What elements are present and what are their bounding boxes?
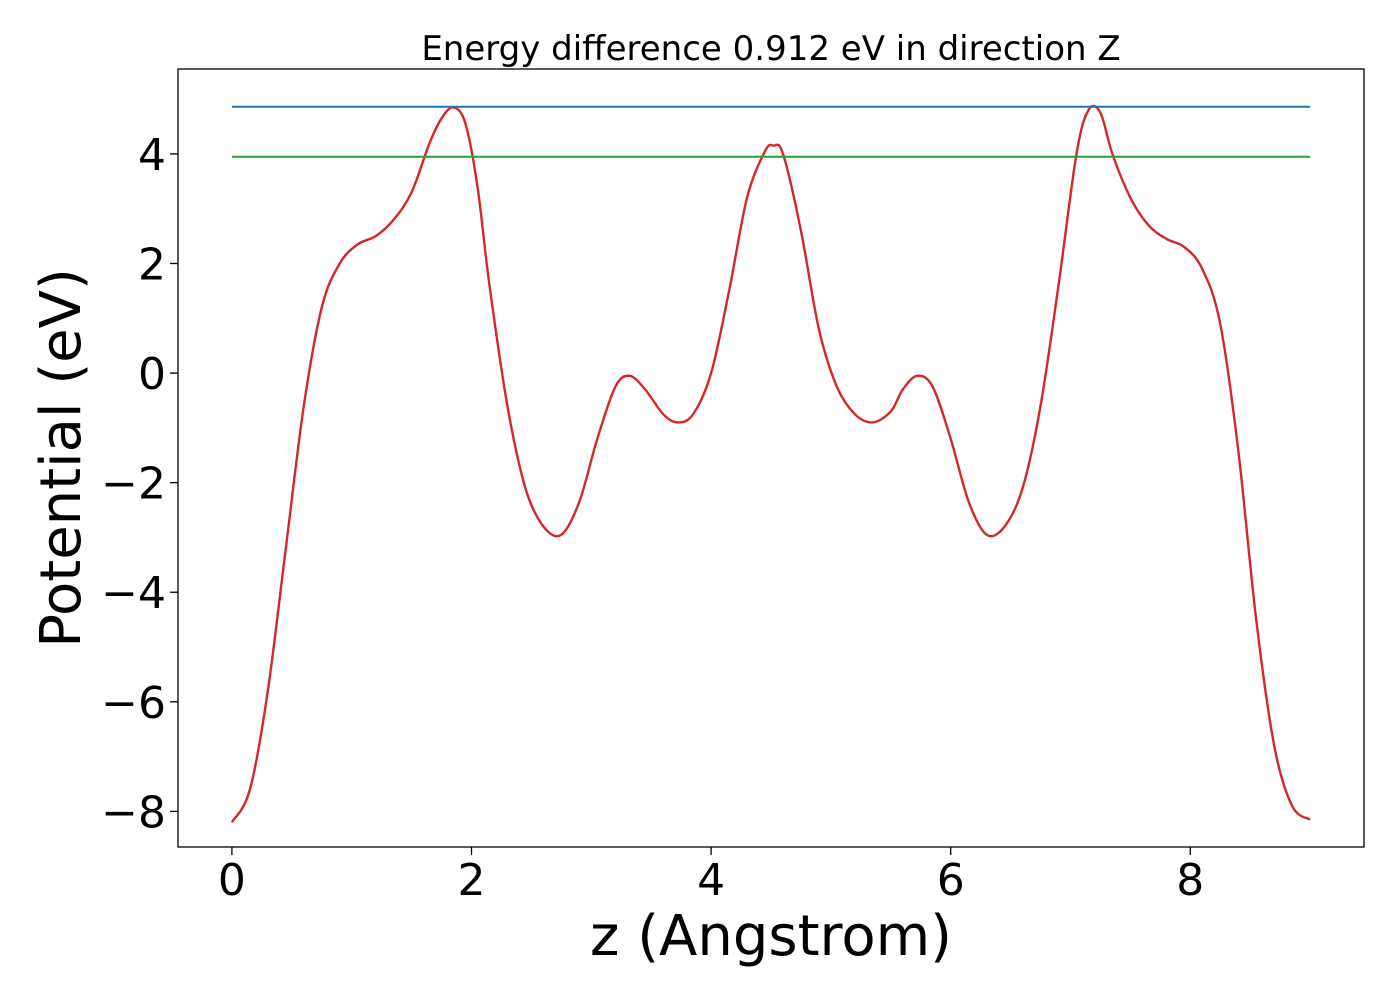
- x-tick-label: 4: [697, 855, 725, 906]
- y-tick-label: −2: [101, 459, 166, 510]
- y-tick-label: 0: [138, 349, 166, 400]
- y-tick-label: 4: [138, 130, 166, 181]
- y-axis: −8 −6 −4 −2 0 2 4: [101, 130, 178, 838]
- x-axis-label: z (Angstrom): [590, 904, 952, 969]
- y-tick-label: 2: [138, 240, 166, 291]
- x-tick-label: 6: [937, 855, 965, 906]
- y-axis-label: Potential (eV): [29, 268, 94, 648]
- x-tick-label: 2: [458, 855, 486, 906]
- x-tick-label: 8: [1176, 855, 1204, 906]
- x-tick-label: 0: [218, 855, 246, 906]
- y-tick-label: −8: [101, 787, 166, 838]
- plot-frame: [177, 68, 1365, 848]
- plot-area: [230, 104, 1311, 823]
- chart-title: Energy difference 0.912 eV in direction …: [421, 29, 1120, 69]
- x-axis: 0 2 4 6 8: [218, 847, 1204, 906]
- series-line-0: [230, 104, 1311, 823]
- y-tick-label: −4: [101, 568, 166, 619]
- y-tick-label: −6: [101, 678, 166, 729]
